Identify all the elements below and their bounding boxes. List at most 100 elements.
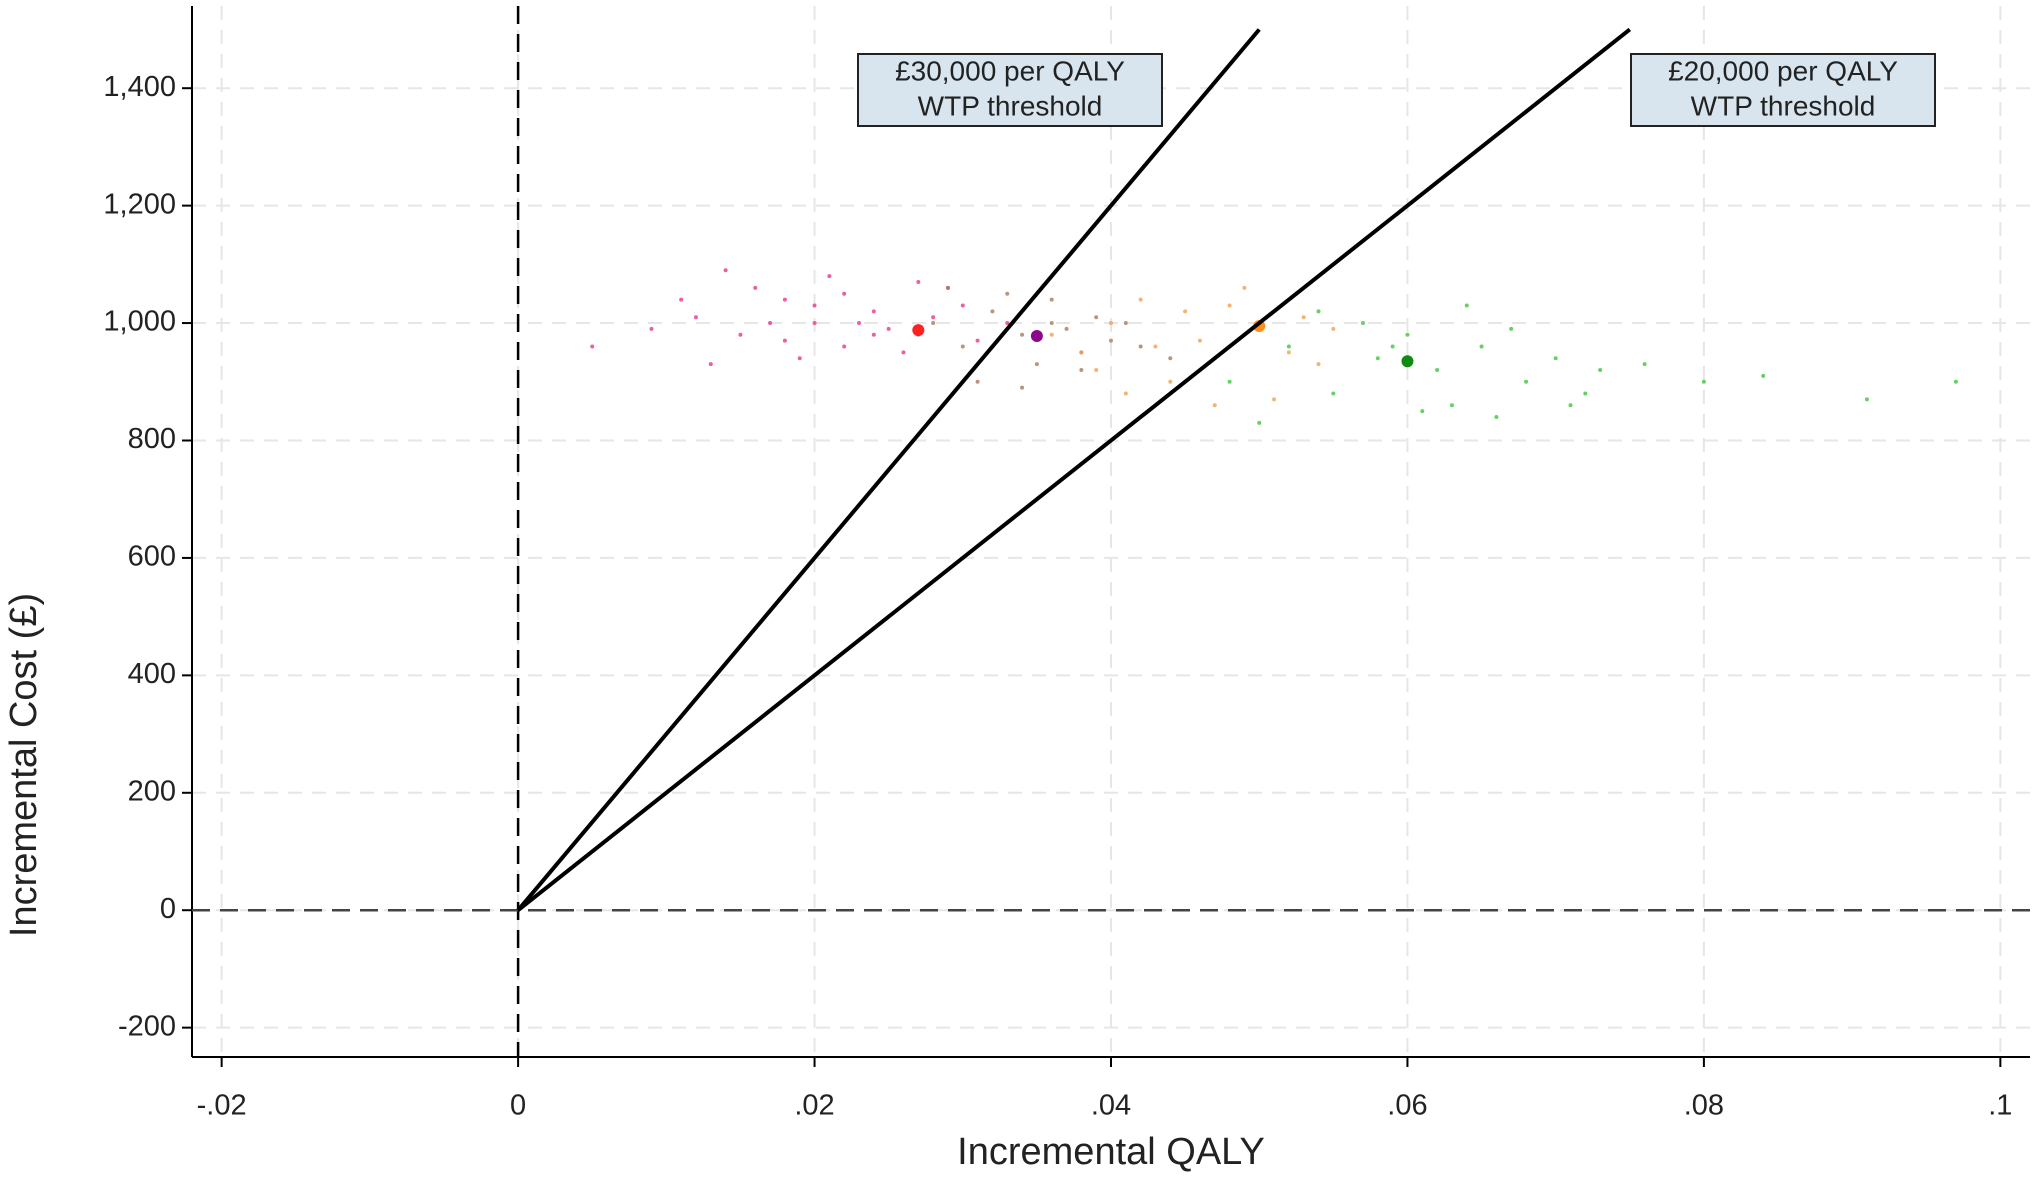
- point: [990, 309, 995, 314]
- point: [1257, 420, 1262, 425]
- point: [1049, 297, 1054, 302]
- point: [782, 338, 787, 343]
- point: [1005, 291, 1010, 296]
- point: [931, 315, 936, 320]
- point: [738, 332, 743, 337]
- point: [1286, 344, 1291, 349]
- point: [812, 321, 817, 326]
- point: [1094, 315, 1099, 320]
- point: [1435, 368, 1440, 373]
- annotation-box: [857, 53, 1163, 127]
- point: [1227, 379, 1232, 384]
- point: [679, 297, 684, 302]
- point: [1360, 321, 1365, 326]
- x-tick-label: 0: [510, 1090, 526, 1122]
- point: [1405, 332, 1410, 337]
- point: [1390, 344, 1395, 349]
- point: [768, 321, 773, 326]
- point: [1316, 309, 1321, 314]
- mean-point: [912, 324, 925, 337]
- point: [1331, 326, 1336, 331]
- point: [590, 344, 595, 349]
- point: [797, 356, 802, 361]
- x-tick-label: .1: [1988, 1090, 2012, 1122]
- x-tick-label: .02: [794, 1090, 834, 1122]
- point: [916, 279, 921, 284]
- point: [1331, 391, 1336, 396]
- point: [1953, 379, 1958, 384]
- annotation-text: WTP threshold: [1691, 90, 1876, 121]
- y-tick-label: -200: [118, 1010, 176, 1042]
- point: [975, 338, 980, 343]
- point: [1094, 368, 1099, 373]
- point: [975, 379, 980, 384]
- point: [1168, 356, 1173, 361]
- point: [960, 344, 965, 349]
- point: [1168, 379, 1173, 384]
- point: [753, 285, 758, 290]
- point: [1420, 409, 1425, 414]
- annotation-text: £30,000 per QALY: [895, 55, 1125, 86]
- threshold-line: [516, 28, 1261, 912]
- y-tick-label: 400: [128, 658, 176, 690]
- y-tick-label: 200: [128, 775, 176, 807]
- point: [1301, 315, 1306, 320]
- point: [1761, 373, 1766, 378]
- mean-point: [1030, 329, 1043, 342]
- point: [1123, 321, 1128, 326]
- point: [1212, 403, 1217, 408]
- point: [1642, 362, 1647, 367]
- point: [871, 309, 876, 314]
- point: [1197, 338, 1202, 343]
- annotation-box: [1630, 53, 1936, 127]
- point: [1064, 326, 1069, 331]
- x-axis-title: Incremental QALY: [957, 1131, 1265, 1173]
- point: [1049, 321, 1054, 326]
- point: [1286, 350, 1291, 355]
- point: [782, 297, 787, 302]
- point: [1598, 368, 1603, 373]
- y-axis-title: Incremental Cost (£): [3, 593, 45, 937]
- point: [649, 326, 654, 331]
- point: [723, 268, 728, 273]
- point: [857, 321, 862, 326]
- point: [1583, 391, 1588, 396]
- y-tick-label: 0: [160, 893, 176, 925]
- y-tick-label: 1,000: [103, 306, 176, 338]
- annotation-text: £20,000 per QALY: [1668, 55, 1898, 86]
- point: [1034, 362, 1039, 367]
- y-tick-label: 600: [128, 541, 176, 573]
- y-tick-label: 800: [128, 423, 176, 455]
- point: [1568, 403, 1573, 408]
- point: [960, 303, 965, 308]
- point: [1109, 321, 1113, 326]
- y-tick-label: 1,200: [103, 188, 176, 220]
- point: [1020, 385, 1025, 390]
- point: [1138, 297, 1143, 302]
- point: [886, 326, 891, 331]
- point: [1242, 285, 1247, 290]
- point: [1864, 397, 1869, 402]
- point: [1109, 338, 1113, 343]
- point: [931, 321, 936, 326]
- point: [1123, 391, 1128, 396]
- point: [1020, 332, 1025, 337]
- point: [1375, 356, 1380, 361]
- x-tick-label: .04: [1091, 1090, 1131, 1122]
- point: [1479, 344, 1484, 349]
- x-tick-label: .06: [1387, 1090, 1427, 1122]
- point: [1272, 397, 1277, 402]
- point: [1701, 379, 1706, 384]
- x-tick-label: .08: [1684, 1090, 1724, 1122]
- point: [1079, 368, 1084, 373]
- y-tick-label: 1,400: [103, 71, 176, 103]
- point: [812, 303, 817, 308]
- point: [1183, 309, 1188, 314]
- threshold-line: [516, 27, 1632, 912]
- point: [1153, 344, 1158, 349]
- point: [1449, 403, 1454, 408]
- mean-point: [1401, 355, 1414, 368]
- point: [693, 315, 698, 320]
- point: [827, 274, 832, 279]
